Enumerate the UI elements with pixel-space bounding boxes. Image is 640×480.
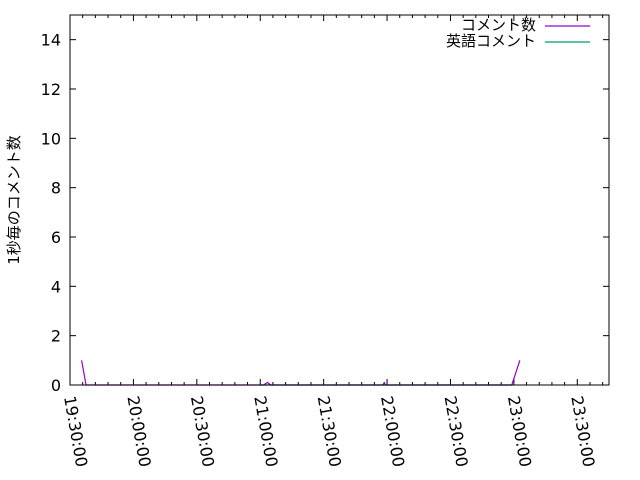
series-line-0 (81, 360, 521, 386)
y-tick-label: 6 (51, 228, 61, 247)
y-tick-label: 4 (51, 277, 61, 296)
x-tick-label: 23:00:00 (504, 394, 535, 468)
x-tick-label: 22:00:00 (377, 394, 408, 468)
x-tick-label: 19:30:00 (60, 394, 91, 468)
plot-border (69, 14, 610, 386)
y-tick-label: 12 (41, 80, 61, 99)
x-tick-label: 21:00:00 (250, 394, 281, 468)
y-tick-label: 14 (41, 31, 61, 50)
x-tick-label: 21:30:00 (314, 394, 345, 468)
legend-label-0: コメント数 (461, 16, 536, 34)
y-tick-label: 0 (51, 376, 61, 395)
x-tick-label: 20:00:00 (123, 394, 154, 468)
x-tick-label: 23:30:00 (567, 394, 598, 468)
y-tick-label: 10 (41, 129, 61, 148)
x-tick-label: 20:30:00 (187, 394, 218, 468)
legend-label-1: 英語コメント (446, 32, 536, 50)
y-tick-label: 2 (51, 327, 61, 346)
y-tick-label: 8 (51, 179, 61, 198)
y-axis-label: 1秒毎のコメント数 (5, 135, 23, 265)
legend: コメント数 英語コメント (446, 16, 590, 50)
x-tick-label: 22:30:00 (441, 394, 472, 468)
